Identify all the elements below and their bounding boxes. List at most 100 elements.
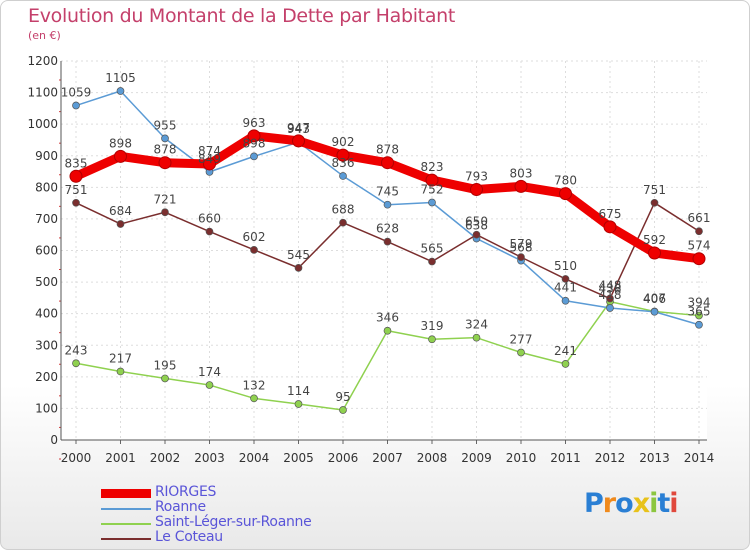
data-point: [205, 227, 214, 236]
data-point: [470, 183, 483, 197]
data-point: [383, 326, 392, 335]
data-label: 963: [243, 116, 266, 130]
plot-area: [61, 61, 707, 440]
data-point: [203, 157, 216, 171]
data-point: [336, 148, 350, 162]
data-label: 721: [154, 192, 177, 206]
x-tick-label: 2014: [684, 451, 715, 465]
data-label: 878: [376, 143, 399, 157]
data-label: 943: [287, 122, 310, 136]
data-point: [695, 320, 703, 329]
data-point: [250, 152, 258, 161]
data-point: [606, 294, 614, 303]
data-label: 898: [109, 136, 132, 150]
data-label: 793: [465, 170, 488, 184]
x-tick-label: 2005: [283, 451, 314, 465]
data-point: [69, 169, 83, 183]
data-label: 241: [554, 344, 577, 358]
data-point: [250, 246, 258, 254]
data-point: [561, 275, 570, 283]
data-label: 751: [643, 183, 666, 197]
x-tick-label: 2003: [194, 451, 225, 465]
data-label: 684: [109, 204, 132, 218]
data-label: 898: [243, 136, 266, 150]
data-point: [339, 218, 347, 227]
data-label: 1059: [61, 86, 92, 100]
data-label: 661: [688, 211, 711, 225]
x-tick-label: 2002: [150, 451, 181, 465]
data-label: 243: [65, 343, 88, 357]
data-label: 660: [198, 212, 221, 226]
data-point: [381, 156, 394, 170]
data-label: 835: [65, 156, 88, 170]
data-point: [250, 394, 258, 403]
data-label: 217: [109, 351, 132, 365]
x-tick-label: 2007: [372, 451, 403, 465]
legend-swatch: [101, 537, 151, 540]
data-point: [559, 187, 572, 201]
data-label: 955: [154, 118, 177, 132]
data-label: 319: [421, 319, 444, 333]
proxiti-logo: Proxiti: [584, 488, 679, 519]
legend-label: Saint-Léger-sur-Roanne: [155, 514, 312, 530]
y-tick-label: 600: [35, 244, 58, 258]
series-riorges: [69, 129, 706, 266]
legend-swatch: [101, 522, 151, 525]
x-tick-label: 2006: [328, 451, 359, 465]
logo-letter: i: [669, 488, 678, 519]
data-label: 650: [465, 215, 488, 229]
data-point: [116, 367, 125, 376]
legend-swatch: [101, 507, 151, 510]
data-point: [116, 87, 125, 95]
data-point: [161, 374, 169, 383]
data-point: [650, 307, 659, 316]
data-label: 803: [510, 166, 533, 180]
series-le-coteau: [72, 198, 703, 303]
data-point: [517, 253, 525, 261]
x-tick-label: 2010: [506, 451, 537, 465]
data-label: 574: [688, 239, 711, 253]
data-point: [383, 237, 392, 246]
data-label: 902: [332, 135, 355, 149]
data-label: 579: [510, 237, 533, 251]
y-tick-label: 1200: [27, 54, 58, 68]
data-label: 849: [198, 152, 221, 166]
data-point: [428, 257, 436, 266]
logo-letter: o: [615, 488, 634, 519]
data-label: 95: [335, 390, 350, 404]
data-label: 448: [599, 279, 622, 293]
data-label: 675: [599, 207, 622, 221]
data-label: 874: [198, 144, 221, 158]
y-tick-label: 100: [35, 401, 58, 415]
y-tick-label: 1000: [27, 117, 58, 131]
data-label: 438: [599, 282, 622, 296]
x-tick-label: 2009: [461, 451, 492, 465]
data-label: 114: [287, 384, 310, 398]
data-point: [428, 198, 436, 207]
chart-subtitle: (en €): [28, 29, 61, 42]
y-tick-label: 300: [35, 338, 58, 352]
data-point: [292, 134, 305, 148]
data-label: 878: [154, 143, 177, 157]
data-point: [247, 129, 261, 143]
data-label: 836: [332, 156, 355, 170]
data-label: 780: [554, 174, 577, 188]
data-point: [603, 220, 617, 234]
x-tick-label: 2013: [639, 451, 670, 465]
data-label: 418: [599, 288, 622, 302]
data-point: [514, 179, 528, 193]
data-label: 602: [243, 230, 266, 244]
data-label: 1105: [105, 71, 136, 85]
data-point: [606, 304, 614, 312]
y-tick-label: 0: [50, 433, 58, 447]
data-point: [72, 101, 80, 110]
data-point: [339, 172, 347, 180]
data-point: [561, 296, 570, 305]
data-label: 132: [243, 378, 266, 392]
data-label: 745: [376, 185, 399, 199]
data-point: [383, 200, 392, 209]
x-tick-label: 2001: [105, 451, 136, 465]
y-tick-label: 900: [35, 149, 58, 163]
data-point: [161, 208, 169, 217]
